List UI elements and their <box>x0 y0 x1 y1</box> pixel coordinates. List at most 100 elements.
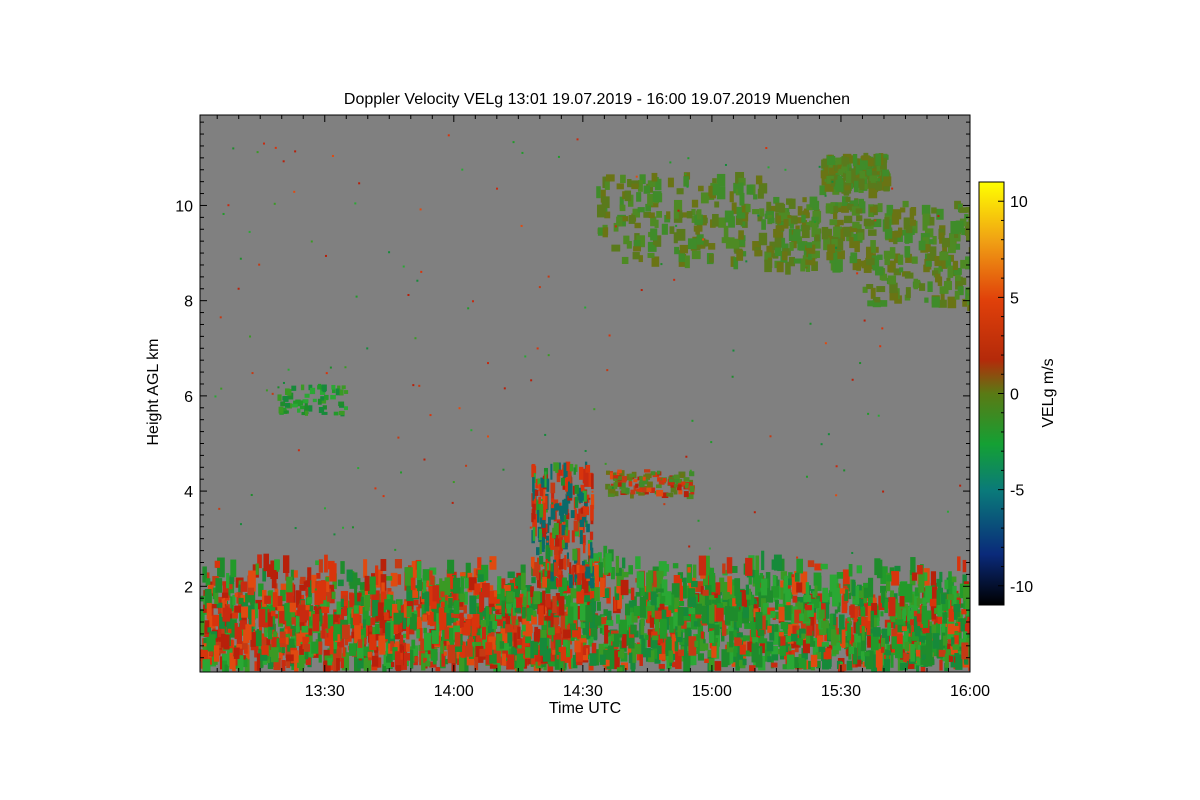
velocity-cell <box>962 277 967 285</box>
velocity-cell <box>512 141 515 144</box>
velocity-cell <box>372 655 379 667</box>
velocity-cell <box>739 634 744 642</box>
velocity-cell <box>282 555 290 573</box>
velocity-cell <box>807 560 815 568</box>
velocity-cell <box>861 155 870 161</box>
velocity-cell <box>835 465 838 468</box>
velocity-cell <box>475 628 482 636</box>
velocity-cell <box>826 251 834 261</box>
velocity-cell <box>452 481 455 484</box>
velocity-cell <box>893 268 902 276</box>
velocity-cell <box>421 604 428 621</box>
velocity-cell <box>513 632 517 649</box>
velocity-cell <box>952 635 959 646</box>
velocity-cell <box>941 237 950 248</box>
velocity-cell <box>384 599 393 610</box>
velocity-cell <box>640 618 645 635</box>
velocity-cell <box>824 183 834 192</box>
velocity-cell <box>392 618 398 634</box>
velocity-cell <box>589 531 594 540</box>
velocity-cell <box>423 657 427 663</box>
velocity-cell <box>435 667 441 672</box>
velocity-cell <box>863 616 869 628</box>
velocity-cell <box>255 599 263 610</box>
velocity-cell <box>818 609 825 619</box>
velocity-cell <box>222 212 225 215</box>
velocity-cell <box>829 614 834 632</box>
velocity-cell <box>464 577 470 589</box>
velocity-cell <box>758 646 763 666</box>
velocity-cell <box>530 586 534 598</box>
velocity-cell <box>511 647 516 661</box>
velocity-cell <box>579 519 585 528</box>
velocity-cell <box>447 559 455 574</box>
velocity-cell <box>276 638 282 653</box>
velocity-cell <box>936 589 941 606</box>
velocity-cell <box>662 478 667 483</box>
velocity-cell <box>837 164 843 171</box>
velocity-cell <box>332 580 337 590</box>
velocity-cell <box>296 633 301 647</box>
velocity-cell <box>499 641 505 649</box>
velocity-cell <box>911 572 918 581</box>
velocity-cell <box>904 234 913 244</box>
y-axis-label: Height AGL km <box>145 338 162 445</box>
velocity-cell <box>858 590 864 599</box>
velocity-cell <box>367 625 373 643</box>
velocity-cell <box>222 581 229 601</box>
velocity-cell <box>669 226 675 234</box>
velocity-cell <box>611 244 621 252</box>
velocity-cell <box>681 481 686 485</box>
velocity-cell <box>481 636 490 651</box>
velocity-cell <box>855 585 860 605</box>
velocity-cell <box>532 562 538 577</box>
velocity-cell <box>429 611 434 627</box>
velocity-cell <box>758 183 768 194</box>
velocity-cell <box>574 464 578 473</box>
velocity-cell <box>360 596 364 607</box>
velocity-cell <box>351 631 357 639</box>
velocity-cell <box>300 630 306 642</box>
velocity-cell <box>453 618 459 626</box>
velocity-cell <box>599 617 608 625</box>
velocity-cell <box>847 623 851 641</box>
velocity-cell <box>801 225 810 239</box>
velocity-cell <box>899 267 904 273</box>
velocity-cell <box>849 237 857 249</box>
velocity-cell <box>745 584 749 595</box>
velocity-cell <box>656 596 660 608</box>
velocity-cell <box>749 665 756 672</box>
velocity-cell <box>839 588 846 594</box>
velocity-cell <box>283 629 291 640</box>
velocity-heatmap <box>200 134 970 672</box>
velocity-cell <box>608 334 611 337</box>
velocity-cell <box>822 657 827 668</box>
velocity-cell <box>585 605 593 623</box>
plot-area <box>199 114 971 673</box>
velocity-cell <box>684 173 687 176</box>
velocity-cell <box>317 630 322 645</box>
velocity-cell <box>745 203 751 213</box>
colorbar-tick-label: -10 <box>1010 579 1033 596</box>
velocity-cell <box>836 572 844 579</box>
velocity-cell <box>735 652 740 671</box>
velocity-cell <box>507 582 515 596</box>
velocity-cell <box>632 252 640 260</box>
velocity-cell <box>423 627 427 634</box>
velocity-cell <box>284 628 288 634</box>
velocity-cell <box>688 630 692 641</box>
velocity-cell <box>964 617 970 631</box>
velocity-cell <box>353 592 362 602</box>
velocity-cell <box>953 604 961 612</box>
velocity-cell <box>277 386 280 389</box>
velocity-cell <box>582 560 585 568</box>
velocity-cell <box>342 647 346 657</box>
velocity-cell <box>472 613 480 628</box>
velocity-cell <box>683 176 689 187</box>
velocity-cell <box>277 394 282 401</box>
velocity-cell <box>866 168 872 176</box>
velocity-cell <box>759 615 766 635</box>
velocity-cell <box>380 587 387 607</box>
velocity-cell <box>735 588 741 604</box>
velocity-cell <box>865 257 875 266</box>
